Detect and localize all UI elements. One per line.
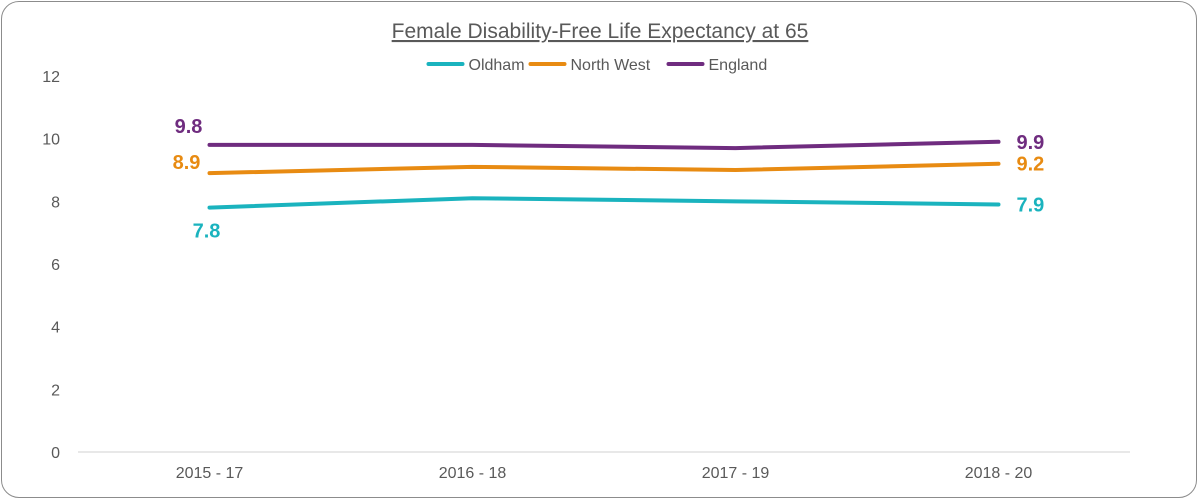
y-tick-label: 12 xyxy=(42,69,60,86)
data-label: 9.8 xyxy=(175,116,203,138)
data-label: 9.9 xyxy=(1017,132,1045,154)
series-line-north-west xyxy=(207,161,1001,176)
chart-title: Female Disability-Free Life Expectancy a… xyxy=(392,20,809,43)
data-label: 7.9 xyxy=(1017,194,1045,216)
series-line-oldham xyxy=(207,196,1001,210)
data-label: 9.2 xyxy=(1017,154,1045,176)
x-tick-label: 2018 - 20 xyxy=(965,465,1033,482)
series-line-england xyxy=(207,139,1001,151)
y-tick-label: 2 xyxy=(51,382,60,399)
data-label: 8.9 xyxy=(173,152,201,174)
legend-label: England xyxy=(709,57,768,74)
data-label: 7.8 xyxy=(193,221,221,243)
x-tick-label: 2016 - 18 xyxy=(439,465,507,482)
y-tick-label: 10 xyxy=(42,132,60,149)
y-tick-label: 0 xyxy=(51,445,60,462)
series-group xyxy=(207,139,1001,210)
x-axis: 2015 - 17 2016 - 18 2017 - 19 2018 - 20 xyxy=(78,451,1130,482)
y-tick-label: 6 xyxy=(51,257,60,274)
x-tick-label: 2015 - 17 xyxy=(176,465,244,482)
y-axis: 0 2 4 6 8 10 12 xyxy=(42,69,60,462)
y-tick-label: 4 xyxy=(51,320,60,337)
data-labels: 7.8 7.9 8.9 9.2 9.8 9.9 xyxy=(173,116,1045,243)
y-tick-label: 8 xyxy=(51,194,60,211)
legend-label: Oldham xyxy=(469,57,525,74)
legend-label: North West xyxy=(571,57,651,74)
x-tick-label: 2017 - 19 xyxy=(702,465,770,482)
legend: Oldham North West England xyxy=(426,57,768,74)
